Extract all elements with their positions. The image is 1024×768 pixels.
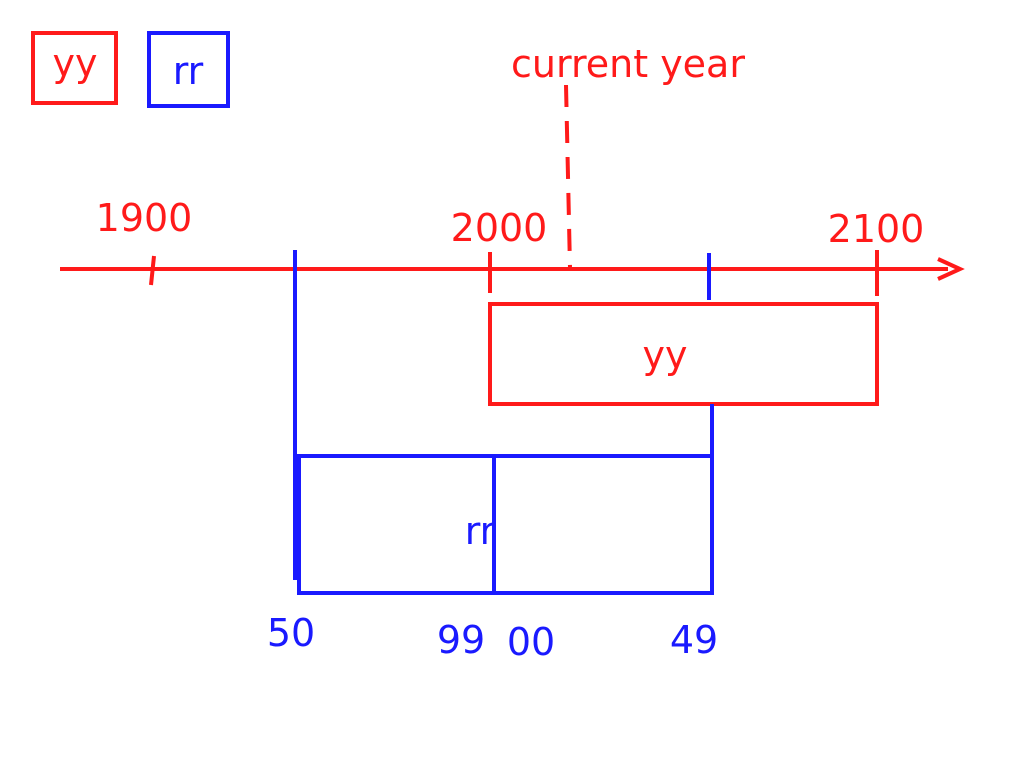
legend-rr-label: rr [173, 49, 204, 93]
legend-yy-label: yy [53, 41, 98, 85]
tick-label-1900: 1900 [96, 196, 193, 240]
rr-box [297, 454, 714, 595]
yy-box-label: yy [643, 333, 688, 377]
tick-label-2100: 2100 [828, 207, 925, 251]
legend-yy-box [31, 31, 118, 105]
rr-box-label: rr [465, 509, 496, 553]
tick-1900 [149, 255, 156, 286]
timeline-arrowhead [937, 257, 965, 281]
rr-tick-label-99: 99 [437, 618, 485, 662]
legend-rr-box [147, 31, 230, 108]
yy-box [488, 302, 879, 406]
rr-tick-label-00: 00 [507, 620, 555, 664]
current-year-label: current year [511, 42, 745, 86]
rr-tick-label-50: 50 [267, 611, 315, 655]
rr-tick-label-49: 49 [670, 618, 718, 662]
tick-label-2000: 2000 [451, 206, 548, 250]
current-year-marker [564, 84, 572, 269]
